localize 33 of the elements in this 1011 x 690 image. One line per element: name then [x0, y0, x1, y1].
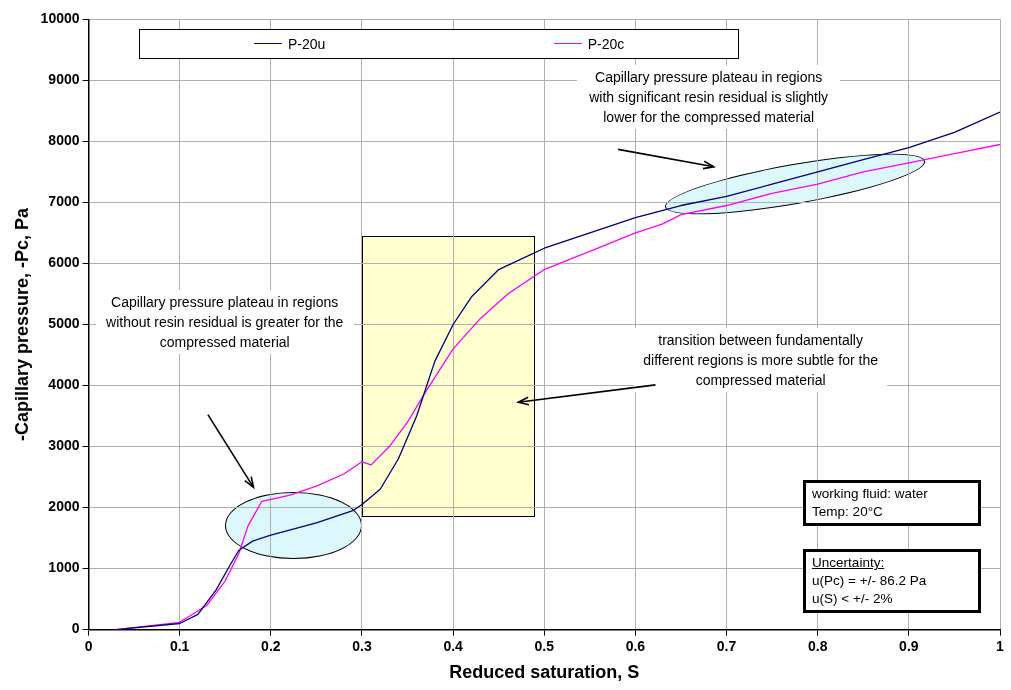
x-tick-label: 0.5 [534, 637, 555, 654]
annotation: Capillary pressure plateau in regions without resin residual is greater for the compressed material [95, 290, 354, 355]
annotation: Capillary pressure plateau in regions with significant resin residual is slightly lower for the compressed material [577, 65, 841, 130]
annotation: transition between fundamentally different regions is more subtle for the compressed material [634, 327, 888, 392]
y-tick-label: 3000 [48, 437, 80, 454]
text-frame: Uncertainty: u(Pc) = +/- 86.2 Pa u(S) < +/- 2% [803, 549, 982, 614]
y-tick-label: 1000 [48, 559, 80, 576]
x-tick-label: 0 [84, 637, 93, 654]
x-tick-label: 0.4 [443, 637, 464, 654]
y-tick-label: 5000 [48, 315, 80, 332]
y-tick-label: 9000 [48, 71, 80, 88]
x-tick-label: 0.9 [899, 637, 919, 654]
y-tick-label: 6000 [48, 254, 80, 271]
x-tick-label: 0.6 [625, 637, 646, 654]
legend-label: P-20c [587, 35, 625, 52]
legend-label: P-20u [287, 35, 326, 52]
y-tick-label: 2000 [48, 498, 80, 515]
y-tick-label: 0 [71, 620, 80, 637]
annotation: working fluid: water Temp: 20°C [812, 485, 929, 522]
y-tick-label: 4000 [48, 376, 80, 393]
x-tick-label: 0.2 [261, 637, 281, 654]
text-frame: working fluid: water Temp: 20°C [803, 480, 982, 527]
x-axis-title: Reduced saturation, S [449, 662, 640, 683]
x-tick-label: 0.1 [169, 637, 190, 654]
x-tick-label: 1 [996, 637, 1005, 654]
y-tick-label: 8000 [48, 132, 80, 149]
y-tick-label: 7000 [48, 193, 80, 210]
x-tick-label: 0.7 [716, 637, 737, 654]
x-tick-label: 0.8 [807, 637, 828, 654]
annotation: Uncertainty: u(Pc) = +/- 86.2 Pa u(S) < +/- 2% [812, 554, 928, 609]
x-tick-label: 0.3 [352, 637, 372, 654]
y-tick-label: 10000 [40, 10, 80, 27]
y-axis-title: -Capillary pressure, -Pc, Pa [11, 206, 32, 442]
